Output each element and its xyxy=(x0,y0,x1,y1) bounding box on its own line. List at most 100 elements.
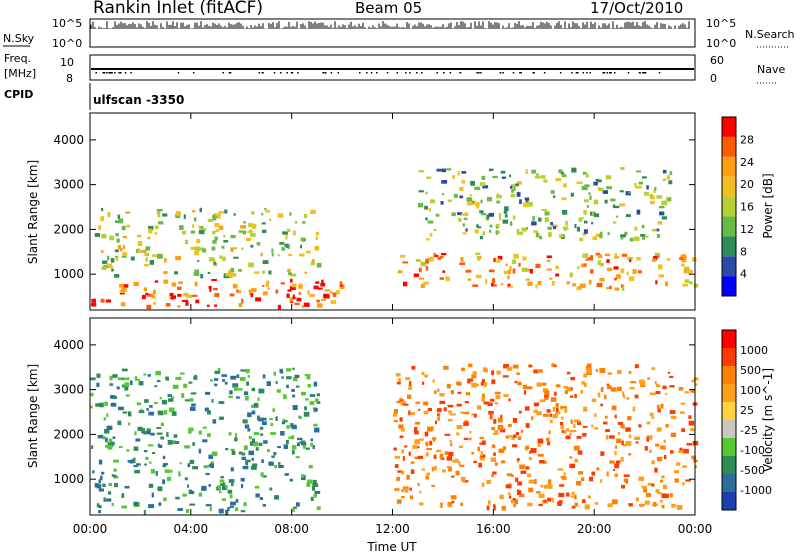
scatter-cell xyxy=(233,386,238,391)
scatter-cell xyxy=(432,379,435,383)
scatter-cell xyxy=(474,229,479,234)
scatter-cell xyxy=(179,225,184,230)
scatter-cell xyxy=(168,295,173,298)
scatter-cell xyxy=(507,275,510,280)
scatter-cell xyxy=(678,387,684,391)
scatter-cell xyxy=(594,413,597,417)
scatter-cell xyxy=(481,397,485,402)
scatter-cell xyxy=(151,296,156,299)
scatter-cell xyxy=(545,437,550,442)
scatter-cell xyxy=(511,188,514,193)
scatter-cell xyxy=(243,221,246,224)
scatter-cell xyxy=(206,433,211,437)
scatter-cell xyxy=(122,235,128,239)
scatter-cell xyxy=(189,459,195,464)
scatter-cell xyxy=(616,438,622,443)
scatter-cell xyxy=(549,277,553,280)
scatter-cell xyxy=(101,233,107,239)
scatter-cell xyxy=(151,293,155,298)
scatter-cell xyxy=(439,400,446,405)
scatter-cell xyxy=(309,401,315,405)
scatter-cell xyxy=(663,439,666,443)
scatter-cell xyxy=(448,466,452,472)
scatter-cell xyxy=(510,474,515,477)
scatter-cell xyxy=(240,247,244,250)
scatter-cell xyxy=(500,428,506,433)
scatter-cell xyxy=(230,448,235,452)
nave-point xyxy=(608,72,611,74)
scatter-cell xyxy=(593,199,599,205)
scatter-cell xyxy=(418,277,425,280)
scatter-cell xyxy=(198,225,201,230)
scatter-cell xyxy=(299,253,305,257)
scatter-cell xyxy=(592,236,598,241)
scatter-cell xyxy=(251,404,255,408)
noise-tick-left-top: 10^5 xyxy=(52,17,82,30)
scatter-cell xyxy=(270,422,274,427)
scatter-cell xyxy=(493,257,496,263)
x-tick-label: 00:00 xyxy=(73,522,108,536)
scatter-cell xyxy=(261,459,264,464)
scatter-cell xyxy=(546,484,550,489)
scatter-cell xyxy=(138,410,145,414)
scatter-cell xyxy=(218,491,222,494)
scatter-cell xyxy=(583,382,587,387)
scatter-cell xyxy=(217,485,221,490)
scatter-cell xyxy=(585,365,592,370)
scatter-cell xyxy=(130,256,135,261)
scatter-cell xyxy=(111,503,114,507)
scatter-cell xyxy=(311,259,315,263)
power-colorbar-label: Power [dB] xyxy=(761,173,775,238)
scatter-cell xyxy=(585,173,589,178)
scatter-cell xyxy=(628,370,632,374)
scatter-cell xyxy=(282,231,288,235)
scatter-cell xyxy=(647,482,652,486)
scatter-cell xyxy=(617,422,624,425)
scatter-cell xyxy=(114,249,119,253)
scatter-cell xyxy=(518,410,522,414)
scatter-cell xyxy=(287,244,290,249)
scatter-cell xyxy=(684,279,690,283)
scatter-cell xyxy=(271,252,274,257)
nave-point xyxy=(337,72,340,74)
scatter-cell xyxy=(456,424,463,430)
nave-point xyxy=(110,72,113,74)
scatter-cell xyxy=(190,392,197,395)
scatter-cell xyxy=(683,268,687,274)
scatter-cell xyxy=(212,419,217,424)
scatter-cell xyxy=(458,445,464,448)
scatter-cell xyxy=(121,255,127,258)
scatter-cell xyxy=(538,438,543,442)
scatter-cell xyxy=(636,256,641,261)
scatter-cell xyxy=(531,221,537,226)
scatter-cell xyxy=(292,294,295,298)
scatter-cell xyxy=(467,378,474,382)
scatter-cell xyxy=(644,446,648,451)
scatter-cell xyxy=(221,498,227,501)
scatter-cell xyxy=(614,445,618,449)
scatter-cell xyxy=(181,299,188,303)
cpid-value: ulfscan -3350 xyxy=(93,93,184,107)
scatter-cell xyxy=(280,282,285,285)
scatter-cell xyxy=(508,495,512,499)
scatter-cell xyxy=(502,446,507,451)
scatter-cell xyxy=(329,291,333,294)
scatter-cell xyxy=(441,168,446,173)
scatter-cell xyxy=(524,197,530,201)
scatter-cell xyxy=(250,244,254,248)
scatter-cell xyxy=(534,176,541,179)
scatter-cell xyxy=(625,214,631,218)
x-tick-label: 00:00 xyxy=(678,522,713,536)
scatter-cell xyxy=(653,188,656,194)
scatter-cell xyxy=(582,432,587,437)
scatter-cell xyxy=(515,477,519,483)
scatter-cell xyxy=(486,214,490,220)
scatter-cell xyxy=(410,461,415,464)
nave-point xyxy=(449,72,452,74)
scatter-cell xyxy=(191,403,196,407)
scatter-cell xyxy=(501,176,506,179)
scatter-cell xyxy=(90,377,96,381)
scatter-cell xyxy=(655,443,660,447)
scatter-cell xyxy=(655,489,660,494)
scatter-cell xyxy=(149,260,154,265)
